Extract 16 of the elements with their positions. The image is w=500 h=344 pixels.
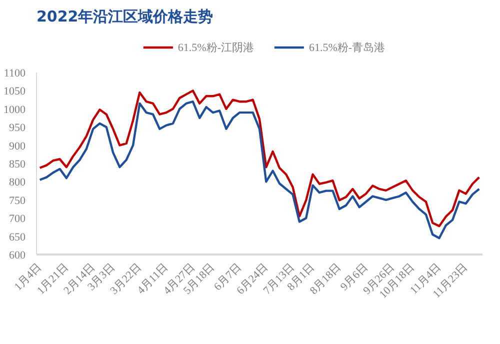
line-series (38, 90, 480, 228)
y-tick-label: 850 (9, 158, 26, 170)
chart-title: 2022年沿江区域价格走势 (36, 8, 214, 26)
y-tick-label: 1050 (4, 86, 26, 98)
y-tick-label: 750 (9, 194, 26, 207)
y-tick-label: 800 (9, 176, 26, 189)
y-tick-label: 1100 (4, 68, 26, 80)
y-tick-label: 1000 (4, 104, 26, 116)
legend-label: 61.5%粉-青岛港 (309, 40, 386, 54)
y-tick-label: 950 (9, 122, 26, 134)
y-tick-label: 900 (9, 140, 26, 152)
y-tick-label: 600 (9, 250, 26, 262)
line-series (38, 100, 480, 240)
y-tick-label: 650 (9, 231, 26, 244)
legend-label: 61.5%粉-江阴港 (178, 40, 254, 54)
y-tick-label: 700 (9, 213, 26, 226)
